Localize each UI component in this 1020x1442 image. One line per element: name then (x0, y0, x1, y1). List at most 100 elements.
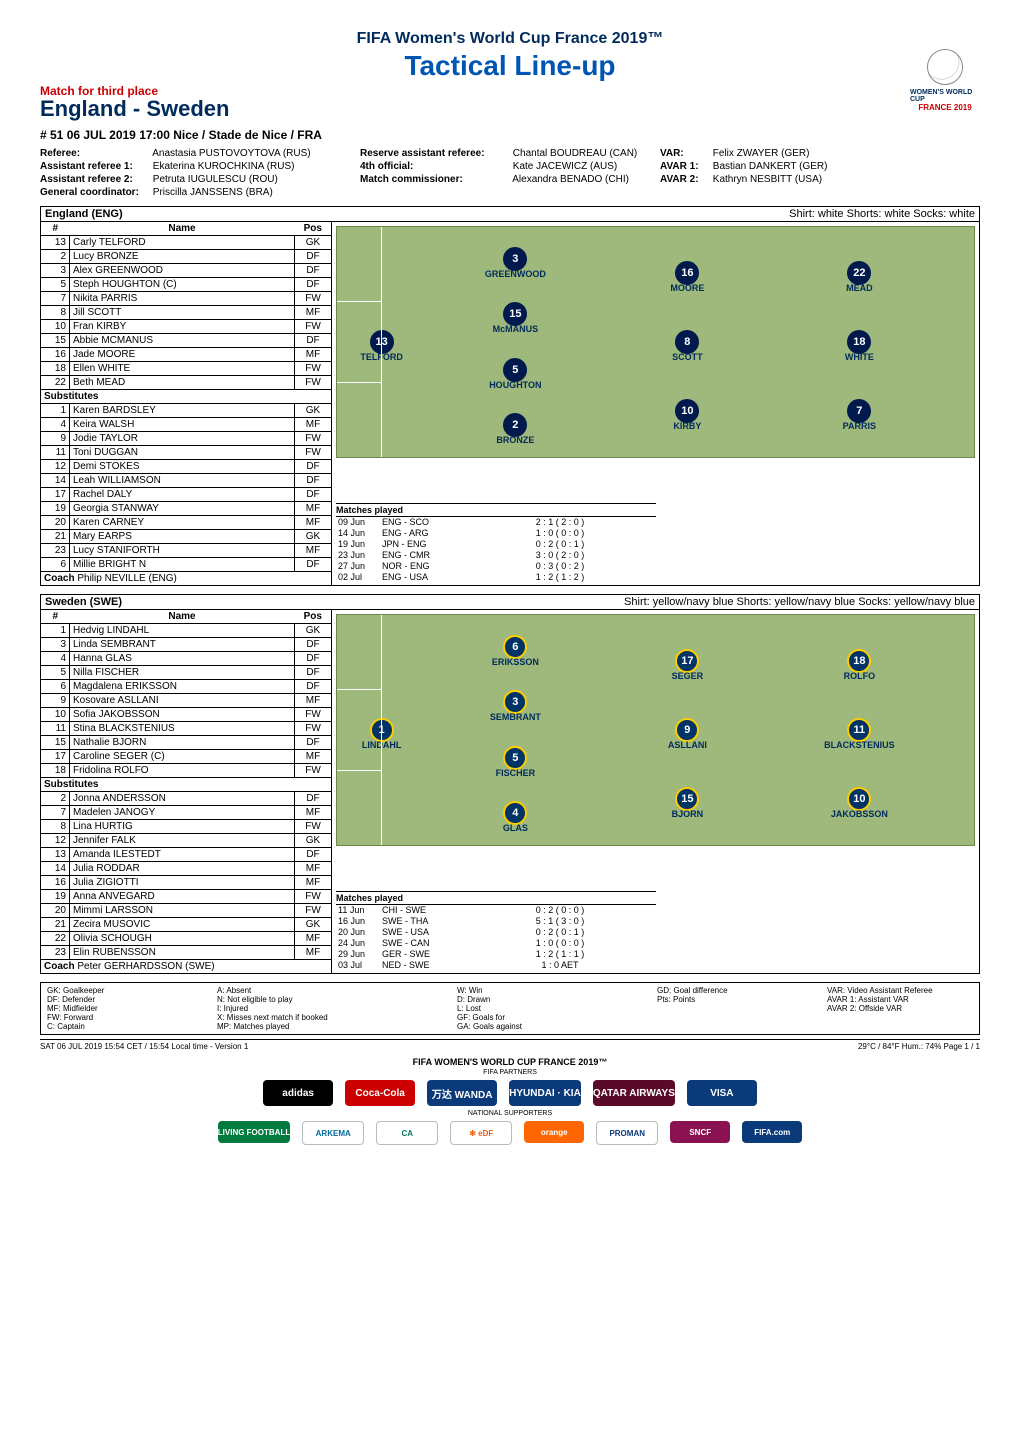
col-pos: Pos (295, 222, 332, 236)
logo-line2: FRANCE 2019 (918, 103, 971, 112)
formation-label: GLAS (503, 823, 528, 833)
formation-dot: 8 (675, 330, 699, 354)
player-number: 19 (41, 890, 70, 904)
player-pos: MF (295, 750, 332, 764)
player-name: Lucy STANIFORTH (70, 544, 295, 558)
pitch-column: 1LINDAHL6ERIKSSON3SEMBRANT5FISCHER4GLAS1… (332, 610, 979, 973)
match-teams: SWE - THA (380, 916, 464, 927)
formation-label: ERIKSSON (492, 657, 539, 667)
document-title: Tactical Line-up (40, 50, 980, 82)
formation-label: MEAD (846, 283, 873, 293)
formation-dot: 1 (370, 718, 394, 742)
player-pos: MF (295, 544, 332, 558)
match-date: 24 Jun (336, 938, 380, 949)
formation-dot: 2 (503, 413, 527, 437)
player-number: 21 (41, 918, 70, 932)
player-pos: GK (295, 834, 332, 848)
player-number: 16 (41, 348, 70, 362)
player-name: Hedvig LINDAHL (70, 624, 295, 638)
player-name: Kosovare ASLLANI (70, 694, 295, 708)
player-number: 15 (41, 334, 70, 348)
roster-row: 10 Sofia JAKOBSSON FW (41, 708, 331, 722)
sponsors-sub2: NATIONAL SUPPORTERS (40, 1110, 980, 1117)
player-pos: GK (295, 404, 332, 418)
player-number: 14 (41, 474, 70, 488)
formation-label: HOUGHTON (489, 380, 541, 390)
matches-played-title: Matches played (336, 503, 656, 517)
player-pos: GK (295, 918, 332, 932)
roster-row: 5 Steph HOUGHTON (C) DF (41, 278, 331, 292)
match-teams: ENG - CMR (380, 550, 464, 561)
player-number: 3 (41, 638, 70, 652)
match-row: 27 Jun NOR - ENG 0 : 3 ( 0 : 2 ) (336, 561, 656, 572)
match-teams: NED - SWE (380, 960, 464, 971)
player-name: Julia RODDAR (70, 862, 295, 876)
match-date: 27 Jun (336, 561, 380, 572)
player-number: 8 (41, 306, 70, 320)
match-date: 29 Jun (336, 949, 380, 960)
match-row: 16 Jun SWE - THA 5 : 1 ( 3 : 0 ) (336, 916, 656, 927)
player-pos: DF (295, 680, 332, 694)
roster-row: 4 Hanna GLAS DF (41, 652, 331, 666)
player-number: 10 (41, 708, 70, 722)
match-teams: SWE - USA (380, 927, 464, 938)
roster-row: 19 Anna ANVEGARD FW (41, 890, 331, 904)
legend-item: Pts: Points (657, 995, 827, 1004)
player-number: 4 (41, 652, 70, 666)
player-pos: DF (295, 488, 332, 502)
player-name: Lina HURTIG (70, 820, 295, 834)
player-number: 23 (41, 946, 70, 960)
var-row: VAR: Felix ZWAYER (GER) (660, 147, 960, 160)
roster-row: 11 Stina BLACKSTENIUS FW (41, 722, 331, 736)
formation-label: McMANUS (493, 324, 539, 334)
roster-row: 9 Jodie TAYLOR FW (41, 432, 331, 446)
legend-item: D: Drawn (457, 995, 657, 1004)
matches-played-title: Matches played (336, 891, 656, 905)
player-pos: GK (295, 624, 332, 638)
formation-dot: 7 (847, 399, 871, 423)
player-name: Jonna ANDERSSON (70, 792, 295, 806)
player-pos: MF (295, 946, 332, 960)
legend-item: N: Not eligible to play (217, 995, 457, 1004)
formation-label: WHITE (845, 352, 874, 362)
roster-row: 5 Nilla FISCHER DF (41, 666, 331, 680)
formation-label: TELFORD (360, 352, 403, 362)
roster-table: # Name Pos 1 Hedvig LINDAHL GK3 Linda SE… (41, 610, 331, 973)
player-name: Stina BLACKSTENIUS (70, 722, 295, 736)
player-number: 2 (41, 792, 70, 806)
match-row: 29 Jun GER - SWE 1 : 2 ( 1 : 1 ) (336, 949, 656, 960)
player-name: Amanda ILESTEDT (70, 848, 295, 862)
player-number: 11 (41, 446, 70, 460)
page-header: FIFA Women's World Cup France 2019™ Tact… (40, 30, 980, 122)
player-pos: DF (295, 250, 332, 264)
player-pos: GK (295, 236, 332, 250)
roster-row: 23 Lucy STANIFORTH MF (41, 544, 331, 558)
match-row: 02 Jul ENG - USA 1 : 2 ( 1 : 2 ) (336, 572, 656, 583)
player-name: Steph HOUGHTON (C) (70, 278, 295, 292)
legend-item: AVAR 1: Assistant VAR (827, 995, 1020, 1004)
player-name: Rachel DALY (70, 488, 295, 502)
sponsors-block: FIFA WOMEN'S WORLD CUP FRANCE 2019™ FIFA… (40, 1057, 980, 1145)
roster-row: 16 Jade MOORE MF (41, 348, 331, 362)
player-name: Nikita PARRIS (70, 292, 295, 306)
formation-dot: 5 (503, 358, 527, 382)
match-score: 1 : 0 ( 0 : 0 ) (464, 938, 656, 949)
roster-row: 20 Mimmi LARSSON FW (41, 904, 331, 918)
roster-column: # Name Pos 1 Hedvig LINDAHL GK3 Linda SE… (41, 610, 332, 973)
coach-row: Coach Philip NEVILLE (ENG) (41, 572, 331, 586)
player-number: 17 (41, 488, 70, 502)
legend-item: X: Misses next match if booked (217, 1013, 457, 1022)
sponsor-logo: PROMAN (596, 1121, 658, 1145)
player-name: Georgia STANWAY (70, 502, 295, 516)
player-name: Jodie TAYLOR (70, 432, 295, 446)
roster-row: 21 Mary EARPS GK (41, 530, 331, 544)
match-score: 5 : 1 ( 3 : 0 ) (464, 916, 656, 927)
formation-dot: 13 (370, 330, 394, 354)
player-name: Karen CARNEY (70, 516, 295, 530)
sponsor-row-1: adidasCoca-Cola万达 WANDAHYUNDAI · KIAQATA… (40, 1080, 980, 1106)
player-number: 23 (41, 544, 70, 558)
match-score: 2 : 1 ( 2 : 0 ) (464, 517, 656, 528)
player-number: 7 (41, 806, 70, 820)
roster-row: 18 Fridolina ROLFO FW (41, 764, 331, 778)
formation-pitch: 13TELFORD3GREENWOOD15McMANUS5HOUGHTON2BR… (336, 226, 975, 458)
